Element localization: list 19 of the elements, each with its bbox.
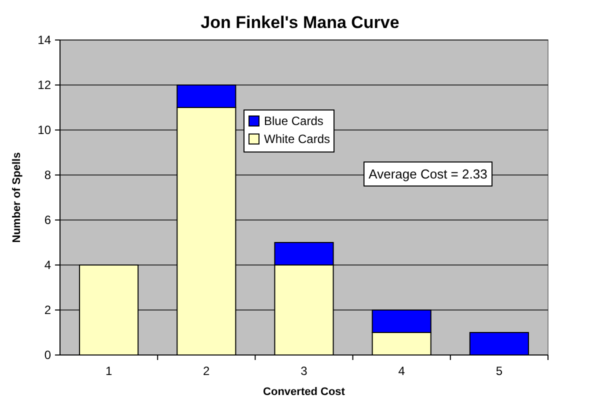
- x-tick-label: 2: [203, 364, 210, 378]
- legend-label: White Cards: [264, 132, 330, 146]
- annotation: Average Cost = 2.33: [368, 166, 488, 182]
- legend-label: Blue Cards: [264, 114, 324, 128]
- y-tick-label: 8: [44, 168, 52, 182]
- x-tick-label: 4: [398, 364, 406, 378]
- y-tick-label: 10: [38, 123, 52, 138]
- y-tick-label: 0: [44, 348, 52, 362]
- chart-title: Jon Finkel's Mana Curve: [200, 13, 400, 32]
- y-tick-label: 14: [38, 33, 52, 48]
- x-tick-label: 3: [300, 364, 308, 378]
- y-axis-title: Number of Spells: [11, 152, 23, 243]
- x-tick-label: 1: [105, 364, 112, 378]
- y-tick-label: 12: [38, 78, 52, 92]
- x-tick-label: 5: [496, 364, 503, 378]
- y-tick-label: 6: [44, 213, 52, 228]
- y-tick-label: 4: [44, 258, 52, 272]
- x-axis-title: Converted Cost: [263, 386, 346, 398]
- y-tick-label: 2: [44, 303, 52, 318]
